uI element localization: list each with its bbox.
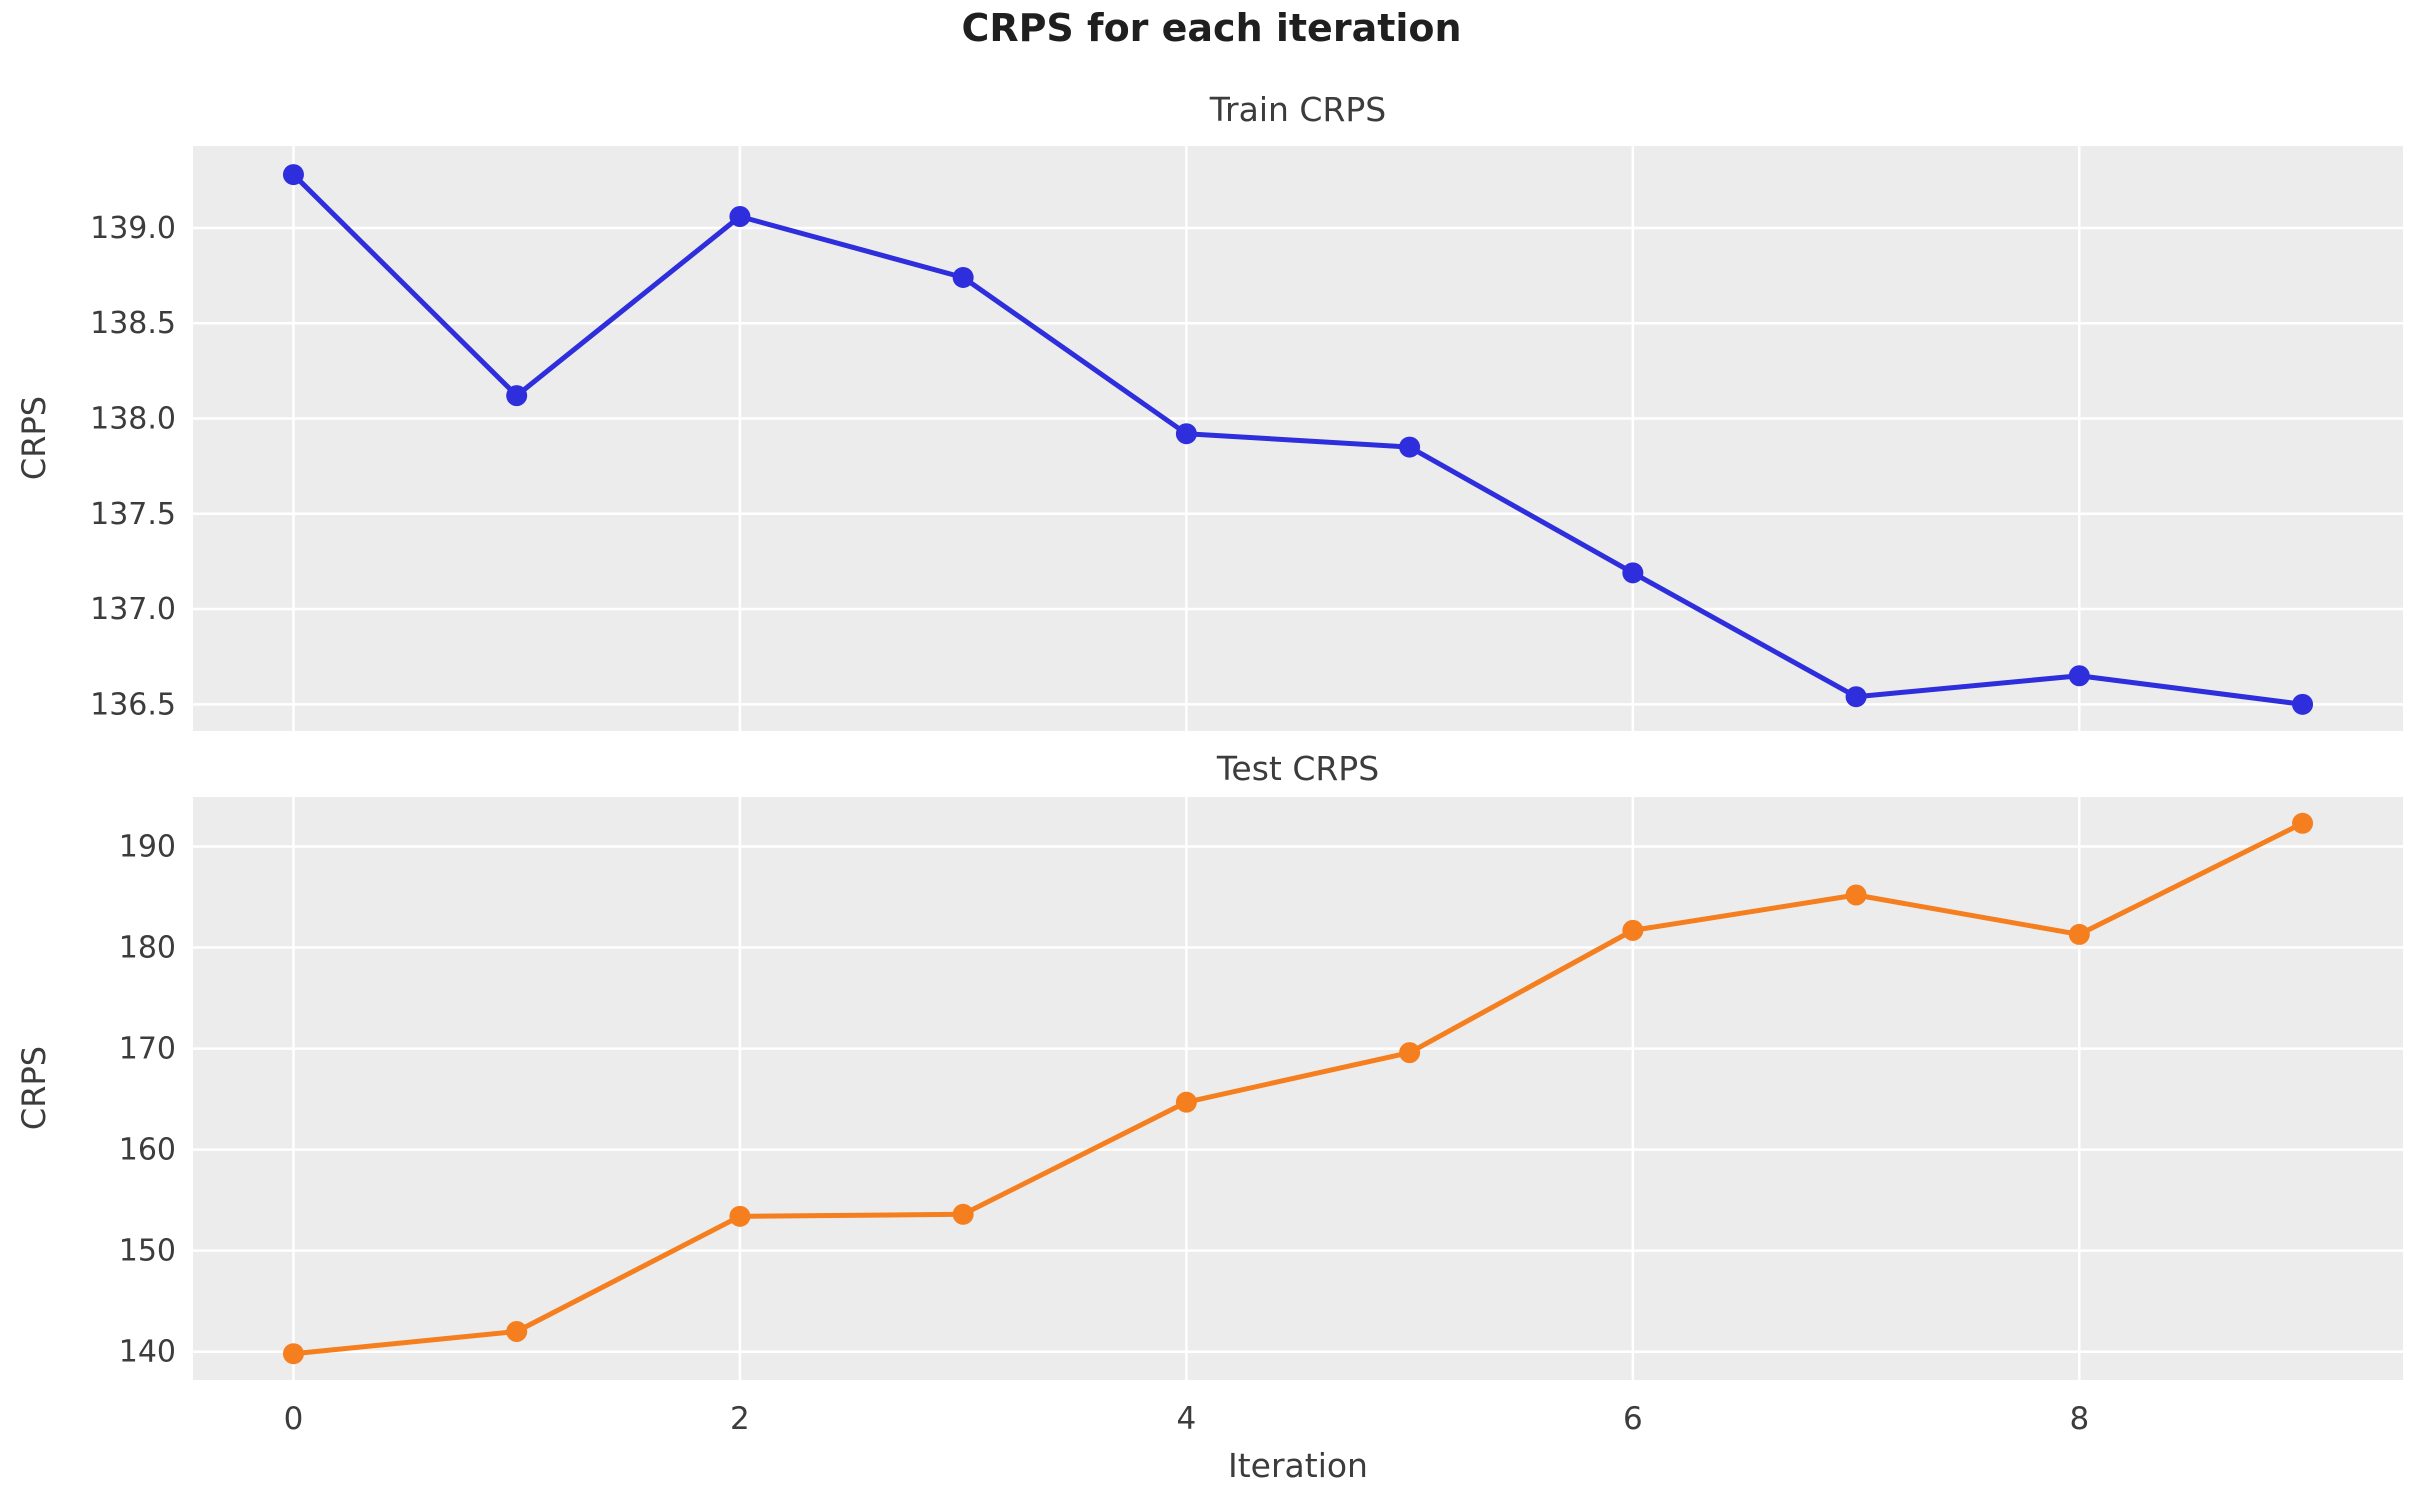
train-crps-point	[1399, 436, 1421, 458]
train-crps-point	[729, 206, 751, 228]
y-tick-label: 137.0	[90, 592, 176, 627]
y-tick-label: 139.0	[90, 211, 176, 246]
train-crps-point	[1845, 686, 1867, 708]
y-tick-label: 170	[119, 1032, 176, 1067]
x-tick-label: 4	[1177, 1401, 1197, 1437]
subplot-title-train: Train CRPS	[1209, 90, 1387, 129]
x-tick-label: 6	[1623, 1401, 1643, 1437]
y-tick-label: 160	[119, 1133, 176, 1168]
y-tick-label: 137.5	[90, 497, 176, 532]
test-crps-point	[1622, 919, 1644, 941]
y-tick-label: 140	[119, 1335, 176, 1370]
y-tick-label: 138.0	[90, 401, 176, 436]
x-axis-label: Iteration	[1228, 1446, 1368, 1485]
x-tick-label: 8	[2069, 1401, 2089, 1437]
y-tick-label: 138.5	[90, 306, 176, 341]
train-crps-line	[290, 172, 2306, 707]
test-crps-point	[1175, 1091, 1197, 1113]
figure-title: CRPS for each iteration	[961, 6, 1462, 50]
train-crps-point	[506, 385, 528, 407]
x-tick-label: 0	[284, 1401, 304, 1437]
test-crps-line	[290, 820, 2306, 1357]
test-crps-point	[2292, 812, 2314, 834]
train-crps-point	[2292, 693, 2314, 715]
test-crps-point	[1845, 884, 1867, 906]
train-crps-point	[2068, 665, 2090, 687]
x-tick-label: 2	[730, 1401, 750, 1437]
y-tick-label: 136.5	[90, 687, 176, 722]
y-tick-label: 180	[119, 931, 176, 966]
subplot-title-test: Test CRPS	[1216, 749, 1380, 788]
train-crps-point	[1175, 423, 1197, 445]
train-crps-point	[282, 164, 304, 186]
plot-area	[193, 797, 2403, 1380]
train-crps-point	[952, 266, 974, 288]
test-crps-point	[282, 1343, 304, 1365]
test-crps-point	[506, 1321, 528, 1343]
test-crps-point	[2068, 923, 2090, 945]
y-tick-label: 190	[119, 830, 176, 865]
y-tick-label: 150	[119, 1234, 176, 1269]
test-crps-point	[1399, 1042, 1421, 1064]
train-crps-point	[1622, 562, 1644, 584]
test-crps-point	[952, 1203, 974, 1225]
test-crps-point	[729, 1205, 751, 1227]
